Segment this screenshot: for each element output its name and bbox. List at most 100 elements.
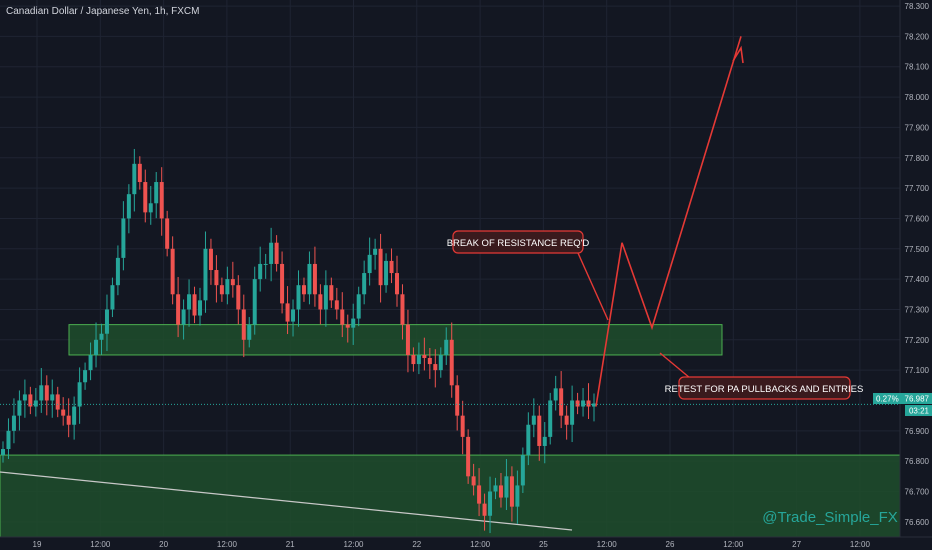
candle-body[interactable] — [225, 279, 230, 295]
candle-body[interactable] — [137, 163, 142, 183]
candle-body[interactable] — [165, 218, 170, 249]
candle-body[interactable] — [482, 503, 487, 516]
candle-body[interactable] — [356, 294, 361, 319]
candle-body[interactable] — [531, 415, 536, 425]
candle-body[interactable] — [433, 364, 438, 371]
candle-body[interactable] — [296, 285, 301, 310]
candle-body[interactable] — [66, 415, 71, 425]
candle-body[interactable] — [389, 260, 394, 274]
candle-body[interactable] — [526, 424, 531, 456]
candle-body[interactable] — [493, 485, 498, 492]
candle-body[interactable] — [334, 300, 339, 310]
time-axis[interactable]: 19 12:00 20 12:00 21 12:00 22 12:00 25 12:00 26 12:… — [33, 540, 871, 549]
candle-body[interactable] — [329, 285, 334, 301]
candle-body[interactable] — [378, 248, 383, 286]
candle-body[interactable] — [395, 273, 399, 295]
candle-body[interactable] — [575, 400, 580, 407]
candle-body[interactable] — [570, 400, 575, 425]
candle-body[interactable] — [11, 415, 16, 431]
projection-path[interactable] — [595, 36, 742, 407]
candle-body[interactable] — [301, 285, 306, 295]
candle-body[interactable] — [373, 248, 378, 255]
candle-body[interactable] — [477, 485, 482, 504]
candle-body[interactable] — [564, 415, 569, 425]
candle-body[interactable] — [17, 400, 22, 416]
candle-body[interactable] — [88, 354, 93, 371]
candle-body[interactable] — [471, 476, 476, 486]
candle-body[interactable] — [263, 263, 268, 265]
candle-body[interactable] — [154, 182, 159, 204]
breakout-callout[interactable]: BREAK OF RESISTANCE REQ'D — [447, 230, 609, 321]
candle-body[interactable] — [559, 388, 564, 416]
candle-body[interactable] — [1, 449, 5, 456]
support-zone[interactable] — [0, 454, 901, 538]
candle-body[interactable] — [230, 279, 235, 286]
candle-body[interactable] — [581, 400, 586, 407]
candle-body[interactable] — [553, 388, 558, 401]
candle-body[interactable] — [170, 248, 175, 295]
candle-body[interactable] — [586, 400, 591, 407]
candle-body[interactable] — [132, 163, 137, 195]
candle-body[interactable] — [28, 394, 33, 407]
candle-body[interactable] — [323, 285, 328, 310]
candle-body[interactable] — [400, 294, 405, 325]
candle-body[interactable] — [416, 354, 421, 365]
candle-body[interactable] — [269, 242, 274, 264]
candle-body[interactable] — [236, 285, 241, 310]
candle-body[interactable] — [121, 218, 126, 258]
candle-body[interactable] — [33, 400, 38, 407]
candle-body[interactable] — [438, 354, 443, 371]
candle-body[interactable] — [498, 485, 503, 498]
candle-body[interactable] — [252, 279, 257, 325]
candle-body[interactable] — [39, 385, 44, 401]
candle-body[interactable] — [22, 394, 27, 401]
candle-body[interactable] — [208, 248, 213, 271]
candle-body[interactable] — [509, 476, 514, 507]
candle-body[interactable] — [83, 370, 88, 383]
candle-body[interactable] — [515, 485, 520, 507]
candle-body[interactable] — [427, 358, 432, 365]
retest-callout[interactable]: RETEST FOR PA PULLBACKS AND ENTRIES — [659, 352, 863, 400]
candle-body[interactable] — [181, 309, 186, 325]
candle-body[interactable] — [6, 430, 11, 450]
candle-body[interactable] — [143, 182, 148, 213]
candle-body[interactable] — [94, 339, 99, 355]
candle-body[interactable] — [548, 400, 553, 437]
candle-body[interactable] — [384, 260, 389, 286]
candle-body[interactable] — [77, 382, 82, 407]
candle-body[interactable] — [115, 257, 120, 286]
candle-body[interactable] — [247, 324, 252, 340]
candle-body[interactable] — [444, 339, 449, 355]
candle-body[interactable] — [405, 324, 410, 355]
trend-line[interactable] — [0, 471, 573, 531]
candle-body[interactable] — [422, 354, 427, 358]
candle-body[interactable] — [455, 385, 460, 416]
candle-body[interactable] — [187, 294, 192, 310]
candle-body[interactable] — [72, 406, 77, 425]
candle-body[interactable] — [176, 294, 181, 325]
candle-body[interactable] — [192, 294, 197, 316]
candle-body[interactable] — [367, 254, 372, 274]
candle-body[interactable] — [466, 436, 471, 477]
candle-body[interactable] — [449, 339, 454, 386]
candle-body[interactable] — [148, 203, 153, 213]
candle-body[interactable] — [55, 394, 60, 410]
candle-body[interactable] — [159, 182, 164, 219]
candle-body[interactable] — [592, 403, 596, 407]
candle-body[interactable] — [351, 318, 356, 328]
candle-body[interactable] — [99, 333, 104, 340]
resistance-zone[interactable] — [68, 324, 723, 356]
candle-body[interactable] — [104, 309, 109, 334]
candle-body[interactable] — [312, 263, 317, 295]
candle-body[interactable] — [126, 194, 131, 219]
price-axis[interactable]: 78.300 78.200 78.100 78.000 77.900 77.800 77.7… — [905, 2, 930, 527]
candle-body[interactable] — [285, 303, 290, 322]
candle-body[interactable] — [362, 273, 367, 295]
candle-body[interactable] — [460, 415, 465, 437]
candle-body[interactable] — [203, 248, 208, 301]
candle-body[interactable] — [219, 285, 224, 295]
candle-body[interactable] — [44, 385, 49, 401]
candle-body[interactable] — [542, 436, 547, 446]
candle-body[interactable] — [345, 324, 350, 328]
